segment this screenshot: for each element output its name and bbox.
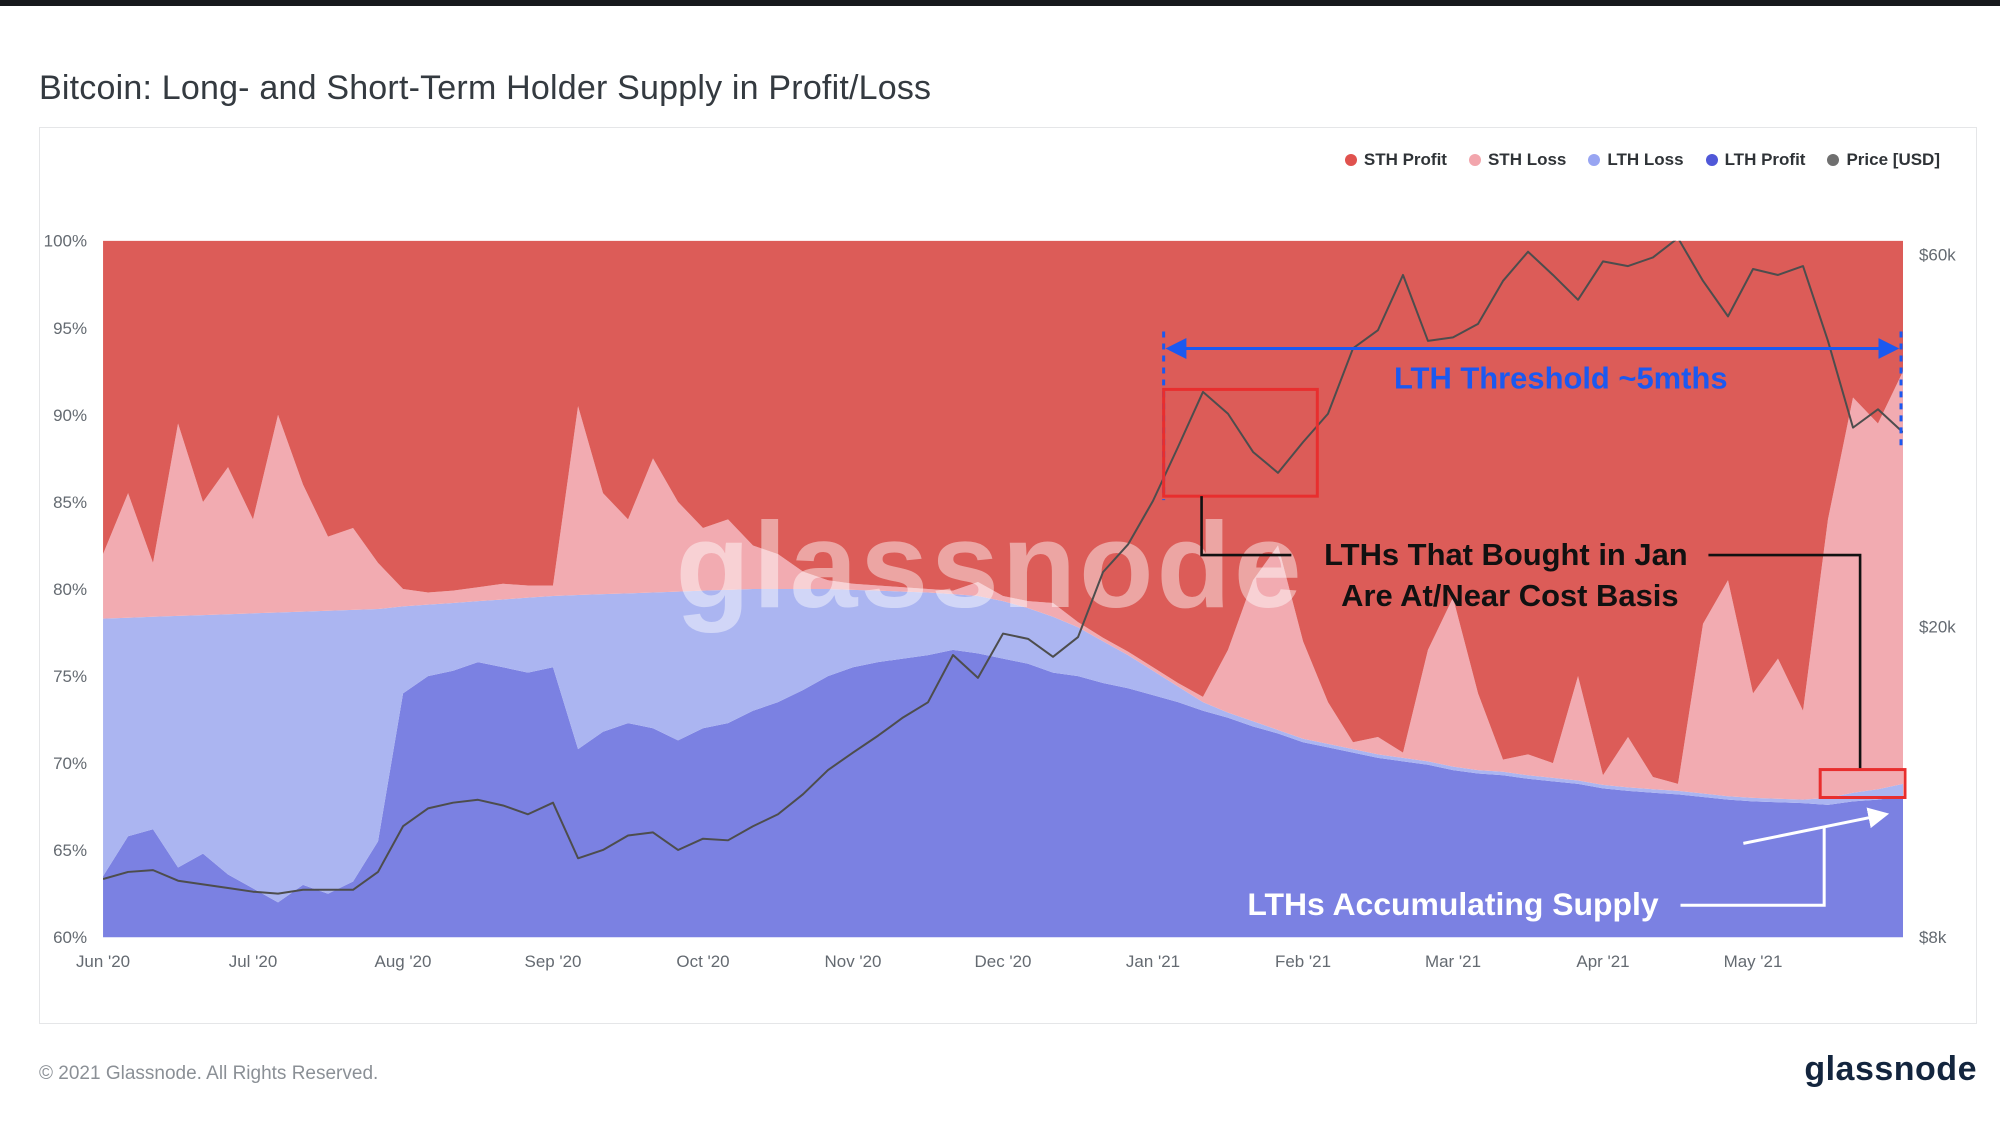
x-axis-tick: Oct '20 [676,952,729,971]
chart-canvas[interactable]: glassnode 100% 95% 90% 85% 80% 75% 70% 65% 60% $6… [40,128,1976,1023]
legend-dot [1344,154,1357,166]
x-axis-tick: Jan '21 [1126,952,1180,971]
legend-item-sth-loss[interactable]: STH Loss [1468,150,1567,170]
cost-basis-label-line2: Are At/Near Cost Basis [1341,578,1678,613]
chart-panel: STH Profit STH Loss LTH Loss LTH Profit Pric… [39,127,1977,1024]
x-axis-tick: Apr '21 [1576,952,1629,971]
x-axis-tick: Mar '21 [1425,952,1481,971]
cost-basis-label-line1: LTHs That Bought in Jan [1324,537,1688,572]
copyright-text: © 2021 Glassnode. All Rights Reserved. [39,1063,379,1084]
x-axis-tick: Jul '20 [229,952,277,971]
accumulating-arrow [1743,807,1890,845]
stacked-areas [103,240,1903,938]
lth-threshold-label: LTH Threshold ~5mths [1394,360,1728,395]
legend-dot [1705,154,1718,166]
axis-labels: 100% 95% 90% 85% 80% 75% 70% 65% 60% $60k $20k $8k J… [44,232,1957,971]
y-left-tick: 75% [53,667,87,686]
glassnode-logo[interactable]: glassnode [1804,1050,1977,1088]
legend-label: LTH Loss [1607,150,1684,169]
legend-item-price-usd[interactable]: Price [USD] [1827,150,1940,170]
legend-item-sth-profit[interactable]: STH Profit [1344,150,1447,170]
legend-item-lth-profit[interactable]: LTH Profit [1705,150,1806,170]
legend-label: Price [USD] [1846,150,1940,169]
x-axis-tick: Aug '20 [375,952,432,971]
legend-label: STH Loss [1487,150,1567,169]
y-left-tick: 80% [53,580,87,599]
y-left-tick: 90% [53,406,87,425]
x-axis-tick: May '21 [1724,952,1783,971]
x-axis-tick: Sep '20 [525,952,582,971]
accumulating-connector [1680,826,1826,907]
annotation-accumulating: LTHs Accumulating Supply [1247,807,1890,922]
y-left-tick: 85% [53,493,87,512]
legend-label: STH Profit [1363,150,1447,169]
cost-basis-connector-right [1708,553,1862,770]
x-axis-tick: Feb '21 [1275,952,1331,971]
annotation-cost-basis: LTHs That Bought in Jan Are At/Near Cost… [1162,387,1907,800]
price-line-group [103,240,1903,895]
price-peak-highlight-box [1162,387,1319,498]
x-axis-tick: Jun '20 [76,952,130,971]
area-sth-profit [103,240,1903,784]
legend-item-lth-loss[interactable]: LTH Loss [1588,150,1684,170]
lth-sliver-highlight-box [1818,768,1907,800]
glassnode-watermark: glassnode [676,497,1305,633]
y-left-tick: 70% [53,754,87,773]
x-axis-tick: Dec '20 [975,952,1032,971]
y-right-tick: $20k [1919,618,1956,637]
chart-legend: STH Profit STH Loss LTH Loss LTH Profit Pric… [1344,150,1940,170]
cost-basis-connector-left [1200,496,1292,557]
y-left-tick: 65% [53,841,87,860]
price-line [103,240,1903,895]
y-right-tick: $60k [1919,246,1956,265]
y-left-tick: 95% [53,319,87,338]
legend-dot [1588,154,1601,166]
y-left-tick: 60% [53,928,87,947]
window-top-edge [0,0,2000,6]
y-right-tick: $8k [1919,928,1947,947]
legend-label: LTH Profit [1724,150,1806,169]
annotation-lth-threshold: LTH Threshold ~5mths [1162,331,1903,501]
legend-dot [1468,154,1481,166]
y-left-tick: 100% [44,232,87,251]
area-sth-loss [103,371,1903,800]
legend-dot [1827,154,1840,166]
x-axis-tick: Nov '20 [825,952,882,971]
page-title: Bitcoin: Long- and Short-Term Holder Sup… [39,68,932,107]
area-lth-loss [103,588,1903,903]
area-lth-profit [103,649,1903,938]
accumulating-label: LTHs Accumulating Supply [1247,886,1659,922]
